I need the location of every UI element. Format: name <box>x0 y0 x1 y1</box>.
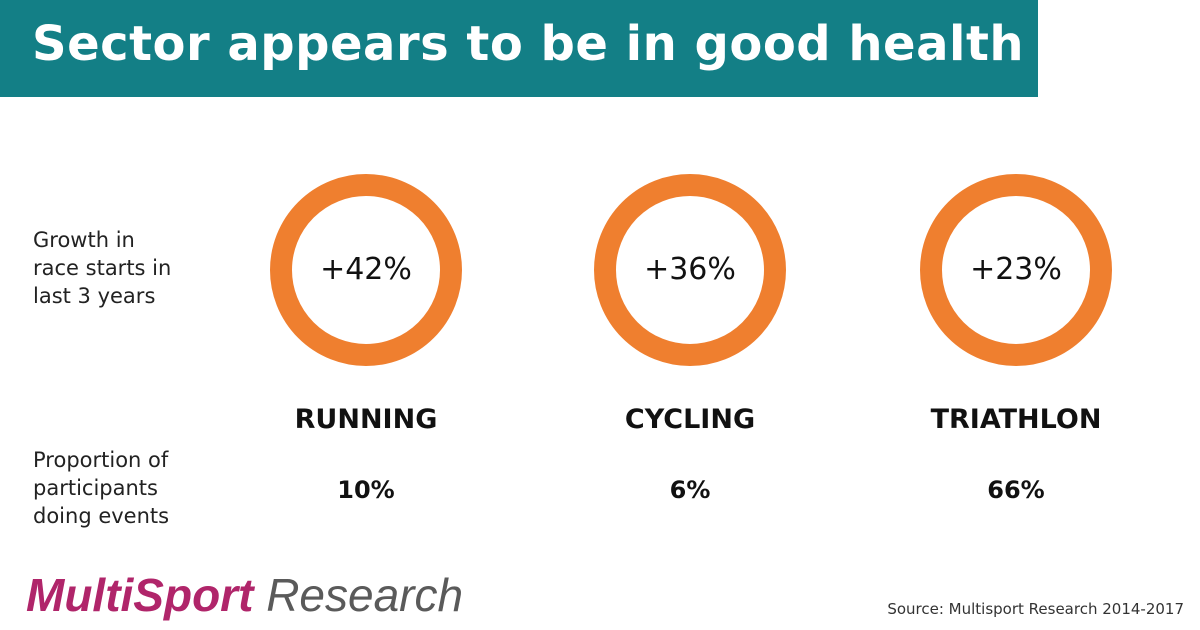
logo-part: MultiSport <box>26 569 254 621</box>
ring-circle <box>270 174 462 366</box>
ring-circle <box>594 174 786 366</box>
label-line: Proportion of <box>33 448 169 472</box>
label-line: participants <box>33 476 158 500</box>
ring-shape <box>594 174 786 366</box>
growth-value: +36% <box>644 252 736 287</box>
ring <box>920 174 1112 366</box>
label-line: Growth in <box>33 228 135 252</box>
label-line: race starts in <box>33 256 172 280</box>
proportion-label: Proportion of participants doing events <box>33 446 169 530</box>
ring-circle <box>920 174 1112 366</box>
growth-value: +42% <box>320 252 412 287</box>
label-line: last 3 years <box>33 284 156 308</box>
proportion-value: 66% <box>987 476 1045 504</box>
sport-name: TRIATHLON <box>930 404 1102 435</box>
logo-part: Research <box>266 569 464 621</box>
growth-value: +23% <box>970 252 1062 287</box>
ring-shape <box>920 174 1112 366</box>
sport-name: CYCLING <box>624 404 756 435</box>
source: Source: Multisport Research 2014-2017 <box>887 600 1184 618</box>
sport-name: RUNNING <box>294 404 438 435</box>
proportion-value: 10% <box>337 476 395 504</box>
growth-label: Growth in race starts in last 3 years <box>33 226 171 310</box>
ring <box>594 174 786 366</box>
title-banner: Sector appears to be in good health <box>0 0 1038 97</box>
ring <box>270 174 462 366</box>
proportion-value: 6% <box>669 476 711 504</box>
ring-shape <box>270 174 462 366</box>
logo: MultiSport Research <box>26 568 463 622</box>
title: Sector appears to be in good health <box>32 16 1025 72</box>
label-line: doing events <box>33 504 170 528</box>
